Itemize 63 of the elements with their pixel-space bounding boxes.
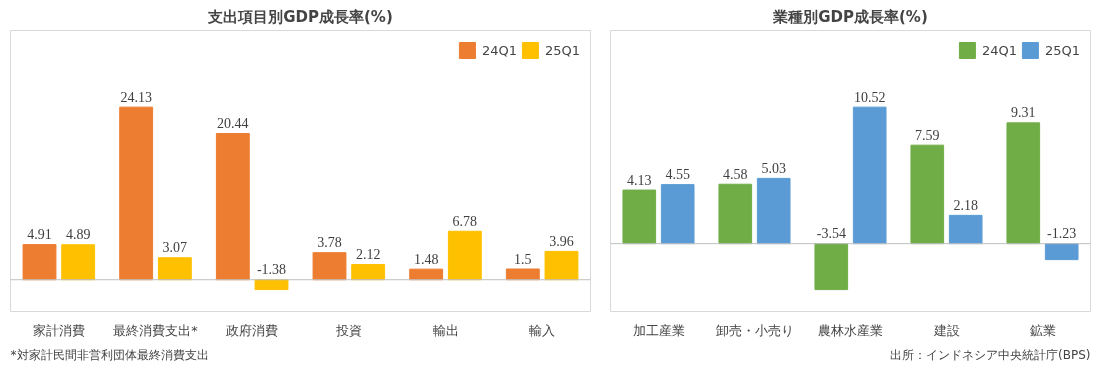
bar <box>351 264 386 281</box>
chart-title: 業種別GDP成長率(%) <box>772 7 928 26</box>
data-label: -3.54 <box>816 226 846 242</box>
bar <box>544 250 579 281</box>
x-tick-label: 家計消費 <box>32 322 85 338</box>
text: *対家計民間非営利団体最終消費支出 <box>10 347 209 362</box>
data-label: 4.58 <box>723 166 748 182</box>
x-tick-label: 卸売・小売り <box>715 322 794 338</box>
data-label: 1.5 <box>514 251 532 267</box>
x-tick-label: 建設 <box>932 322 960 338</box>
bar <box>718 183 753 245</box>
data-label: -1.38 <box>256 262 287 278</box>
bar <box>215 133 250 281</box>
bar <box>756 177 791 245</box>
bar <box>852 106 887 245</box>
bar <box>409 268 444 281</box>
bar <box>61 244 96 281</box>
data-label: 4.91 <box>27 227 52 243</box>
x-tick-label: 政府消費 <box>226 322 279 338</box>
bar <box>312 252 347 281</box>
data-label: 2.12 <box>355 247 381 263</box>
data-label: 2.18 <box>953 197 978 213</box>
bar <box>1044 243 1079 261</box>
bar <box>505 268 540 281</box>
chart-title: 支出項目別GDP成長率(%) <box>207 7 393 26</box>
data-label: 10.52 <box>853 89 886 105</box>
bar <box>910 144 945 245</box>
data-label: 9.31 <box>1011 105 1036 121</box>
bar <box>660 184 695 245</box>
data-label: 3.78 <box>317 235 342 251</box>
bar <box>1006 122 1041 245</box>
bar <box>22 244 57 281</box>
data-label: 24.13 <box>120 89 152 105</box>
legend-label: 24Q1 <box>981 42 1017 58</box>
legend-label: 25Q1 <box>1044 42 1080 58</box>
data-label: 5.03 <box>761 160 786 176</box>
data-label: 4.89 <box>65 227 91 243</box>
bar <box>622 189 657 245</box>
data-label: 1.48 <box>413 251 439 267</box>
x-tick-label: 農林水産業 <box>818 322 883 338</box>
data-label: 3.96 <box>549 233 574 249</box>
bar <box>157 257 192 281</box>
x-tick-label: 輸入 <box>529 322 556 338</box>
bar <box>814 243 849 291</box>
data-label: 3.07 <box>162 240 188 256</box>
x-tick-label: 加工産業 <box>632 322 685 338</box>
data-label: 4.13 <box>627 172 652 188</box>
bar <box>254 279 289 291</box>
data-label: 6.78 <box>452 213 478 229</box>
x-tick-label: 輸出 <box>432 322 459 338</box>
x-tick-label: 投資 <box>334 322 362 338</box>
data-label: 4.55 <box>665 167 690 183</box>
bar <box>119 106 154 281</box>
x-tick-label: 鉱業 <box>1029 322 1056 338</box>
data-label: 20.44 <box>217 116 249 132</box>
data-label: -1.23 <box>1047 226 1077 242</box>
bar <box>447 230 482 281</box>
text: 出所：インドネシア中央統計庁(BPS) <box>890 347 1091 362</box>
legend-label: 24Q1 <box>481 42 517 58</box>
legend-label: 25Q1 <box>544 42 580 58</box>
bar <box>948 214 983 245</box>
x-tick-label: 最終消費支出* <box>113 322 199 338</box>
data-label: 7.59 <box>915 127 940 143</box>
